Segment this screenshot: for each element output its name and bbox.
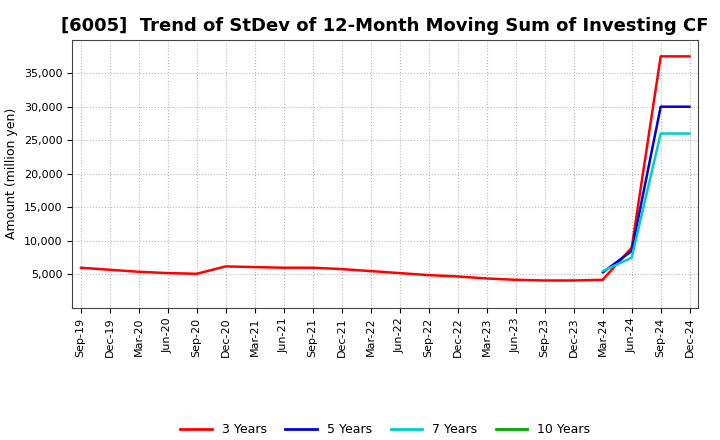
3 Years xyxy=(163,271,172,276)
3 Years xyxy=(192,271,201,276)
3 Years xyxy=(308,265,317,270)
3 Years xyxy=(135,269,143,275)
3 Years xyxy=(627,245,636,250)
7 Years xyxy=(685,131,694,136)
3 Years xyxy=(251,264,259,270)
3 Years xyxy=(541,278,549,283)
3 Years xyxy=(105,267,114,272)
3 Years xyxy=(279,265,288,270)
Legend: 3 Years, 5 Years, 7 Years, 10 Years: 3 Years, 5 Years, 7 Years, 10 Years xyxy=(176,418,595,440)
3 Years xyxy=(366,268,375,274)
7 Years xyxy=(627,255,636,260)
5 Years xyxy=(627,248,636,253)
Title: [6005]  Trend of StDev of 12-Month Moving Sum of Investing CF: [6005] Trend of StDev of 12-Month Moving… xyxy=(61,17,709,35)
Y-axis label: Amount (million yen): Amount (million yen) xyxy=(5,108,18,239)
5 Years xyxy=(685,104,694,109)
3 Years xyxy=(454,274,462,279)
3 Years xyxy=(395,271,404,276)
Line: 3 Years: 3 Years xyxy=(81,56,690,280)
Line: 7 Years: 7 Years xyxy=(603,134,690,271)
3 Years xyxy=(657,54,665,59)
3 Years xyxy=(76,265,85,270)
3 Years xyxy=(598,277,607,282)
3 Years xyxy=(685,54,694,59)
3 Years xyxy=(570,278,578,283)
3 Years xyxy=(338,267,346,272)
7 Years xyxy=(598,268,607,274)
3 Years xyxy=(221,264,230,269)
5 Years xyxy=(657,104,665,109)
5 Years xyxy=(598,270,607,275)
3 Years xyxy=(482,276,491,281)
Line: 5 Years: 5 Years xyxy=(603,106,690,272)
7 Years xyxy=(657,131,665,136)
3 Years xyxy=(424,272,433,278)
3 Years xyxy=(511,277,520,282)
